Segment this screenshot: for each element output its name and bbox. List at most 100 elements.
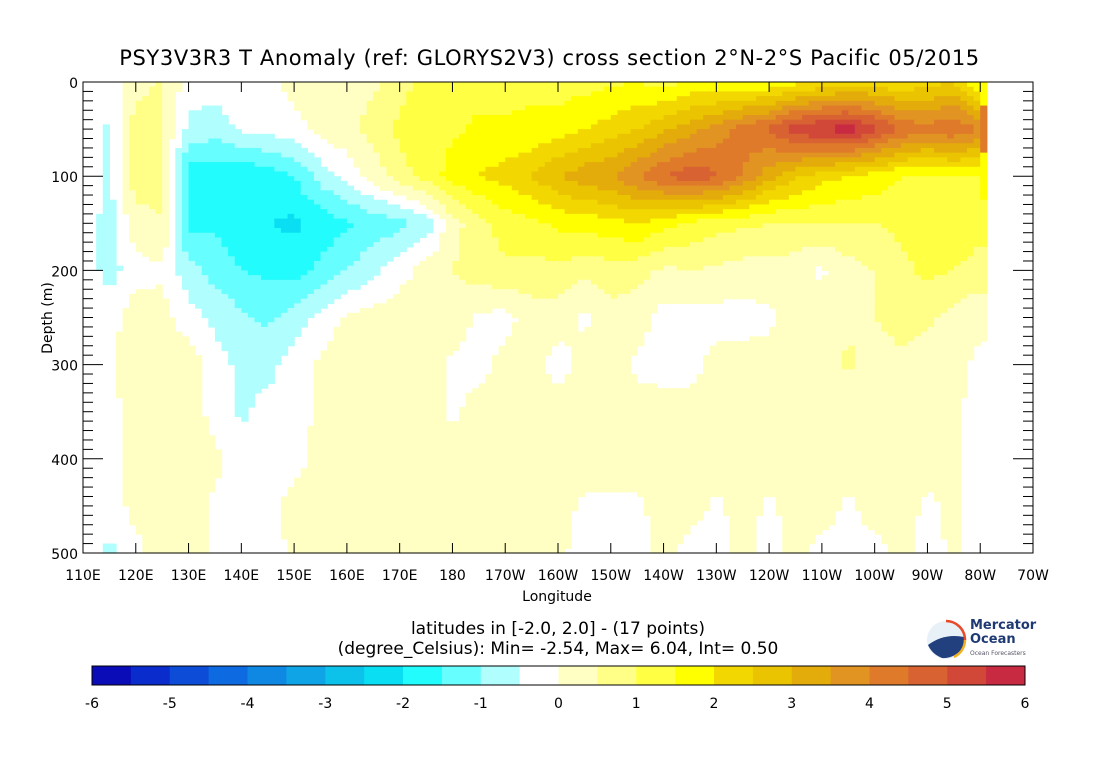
anomaly-cell (181, 133, 275, 140)
anomaly-cell (498, 180, 539, 187)
anomaly-cell (162, 143, 170, 149)
x-tick-label: 120W (749, 568, 790, 584)
anomaly-cell (505, 157, 553, 163)
anomaly-cell (175, 204, 183, 210)
anomaly-cell (129, 232, 170, 239)
anomaly-cell (980, 100, 988, 107)
anomaly-cell (828, 270, 876, 276)
anomaly-cell (980, 124, 988, 130)
anomaly-cell (736, 124, 770, 130)
anomaly-cell (643, 501, 711, 507)
anomaly-cell (379, 237, 421, 243)
anomaly-cell (208, 275, 262, 281)
anomaly-cell (399, 284, 493, 290)
anomaly-cell (617, 176, 645, 182)
anomaly-cell (564, 374, 638, 380)
anomaly-cell (445, 166, 487, 173)
anomaly-cell (729, 515, 757, 521)
anomaly-cell (175, 260, 196, 267)
colorbar-swatch (752, 666, 793, 685)
anomaly-cell (175, 251, 190, 257)
anomaly-cell (795, 96, 896, 102)
anomaly-cell (967, 256, 988, 262)
anomaly-cell (498, 237, 625, 243)
logo-line1: Mercator (970, 618, 1037, 633)
anomaly-cell (676, 213, 750, 220)
anomaly-cell (854, 129, 876, 135)
anomaly-cell (162, 190, 170, 196)
anomaly-cell (102, 152, 110, 158)
anomaly-cell (445, 190, 473, 196)
anomaly-cell (175, 265, 203, 271)
anomaly-cell (643, 82, 678, 88)
anomaly-cell (188, 190, 302, 196)
anomaly-cell (333, 326, 467, 333)
anomaly-cell (346, 265, 381, 271)
anomaly-cell (122, 406, 203, 413)
anomaly-cell (980, 114, 988, 121)
anomaly-cell (122, 114, 130, 121)
anomaly-cell (703, 359, 843, 366)
anomaly-cell (881, 147, 922, 154)
anomaly-cell (901, 242, 988, 248)
anomaly-cell (115, 359, 203, 366)
anomaly-cell (854, 364, 968, 370)
anomaly-cell (544, 162, 585, 168)
anomaly-cell (188, 256, 236, 262)
anomaly-cell (452, 195, 487, 201)
anomaly-cell (716, 232, 896, 239)
anomaly-cell (162, 138, 170, 144)
anomaly-cell (201, 265, 242, 271)
anomaly-cell (874, 100, 968, 107)
anomaly-cell (716, 100, 777, 107)
anomaly-cell (934, 322, 988, 328)
anomaly-cell (129, 166, 163, 173)
anomaly-cell (373, 143, 401, 149)
anomaly-cell (960, 86, 975, 93)
anomaly-cell (373, 96, 407, 102)
anomaly-cell (129, 143, 163, 149)
anomaly-cell (762, 147, 777, 154)
anomaly-cell (162, 119, 176, 125)
anomaly-cell (590, 143, 638, 149)
anomaly-cell (129, 138, 163, 144)
anomaly-cell (459, 242, 500, 248)
anomaly-cell (280, 520, 572, 526)
anomaly-cell (261, 147, 308, 154)
anomaly-cell (643, 496, 711, 502)
anomaly-cell (498, 246, 665, 253)
anomaly-cell (901, 246, 975, 253)
anomaly-cell (122, 491, 209, 498)
anomaly-cell (802, 246, 836, 253)
anomaly-cell (887, 228, 988, 234)
anomaly-cell (327, 246, 368, 253)
anomaly-cell (122, 472, 223, 479)
anomaly-cell (175, 190, 183, 196)
anomaly-cell (901, 143, 981, 149)
anomaly-cell (175, 180, 183, 187)
anomaly-cell (162, 176, 170, 182)
anomaly-cell (755, 119, 783, 125)
anomaly-cell (623, 180, 658, 187)
anomaly-cell (835, 124, 856, 130)
anomaly-cell (617, 133, 658, 140)
anomaly-cell (175, 232, 183, 239)
anomaly-cell (320, 185, 355, 191)
anomaly-cell (162, 114, 176, 121)
anomaly-cell (848, 110, 882, 116)
anomaly-cell (709, 176, 737, 182)
anomaly-cell (874, 124, 896, 130)
anomaly-cell (907, 341, 981, 347)
anomaly-cell (135, 529, 209, 535)
anomaly-cell (736, 176, 757, 182)
anomaly-cell (788, 251, 843, 257)
anomaly-cell (234, 364, 275, 370)
anomaly-cell (650, 524, 691, 531)
anomaly-cell (327, 209, 368, 215)
anomaly-cell (294, 482, 962, 488)
anomaly-cell (887, 119, 915, 125)
anomaly-cell (228, 350, 289, 356)
anomaly-cell (623, 147, 658, 154)
anomaly-cell (102, 147, 110, 154)
anomaly-cell (162, 129, 176, 135)
